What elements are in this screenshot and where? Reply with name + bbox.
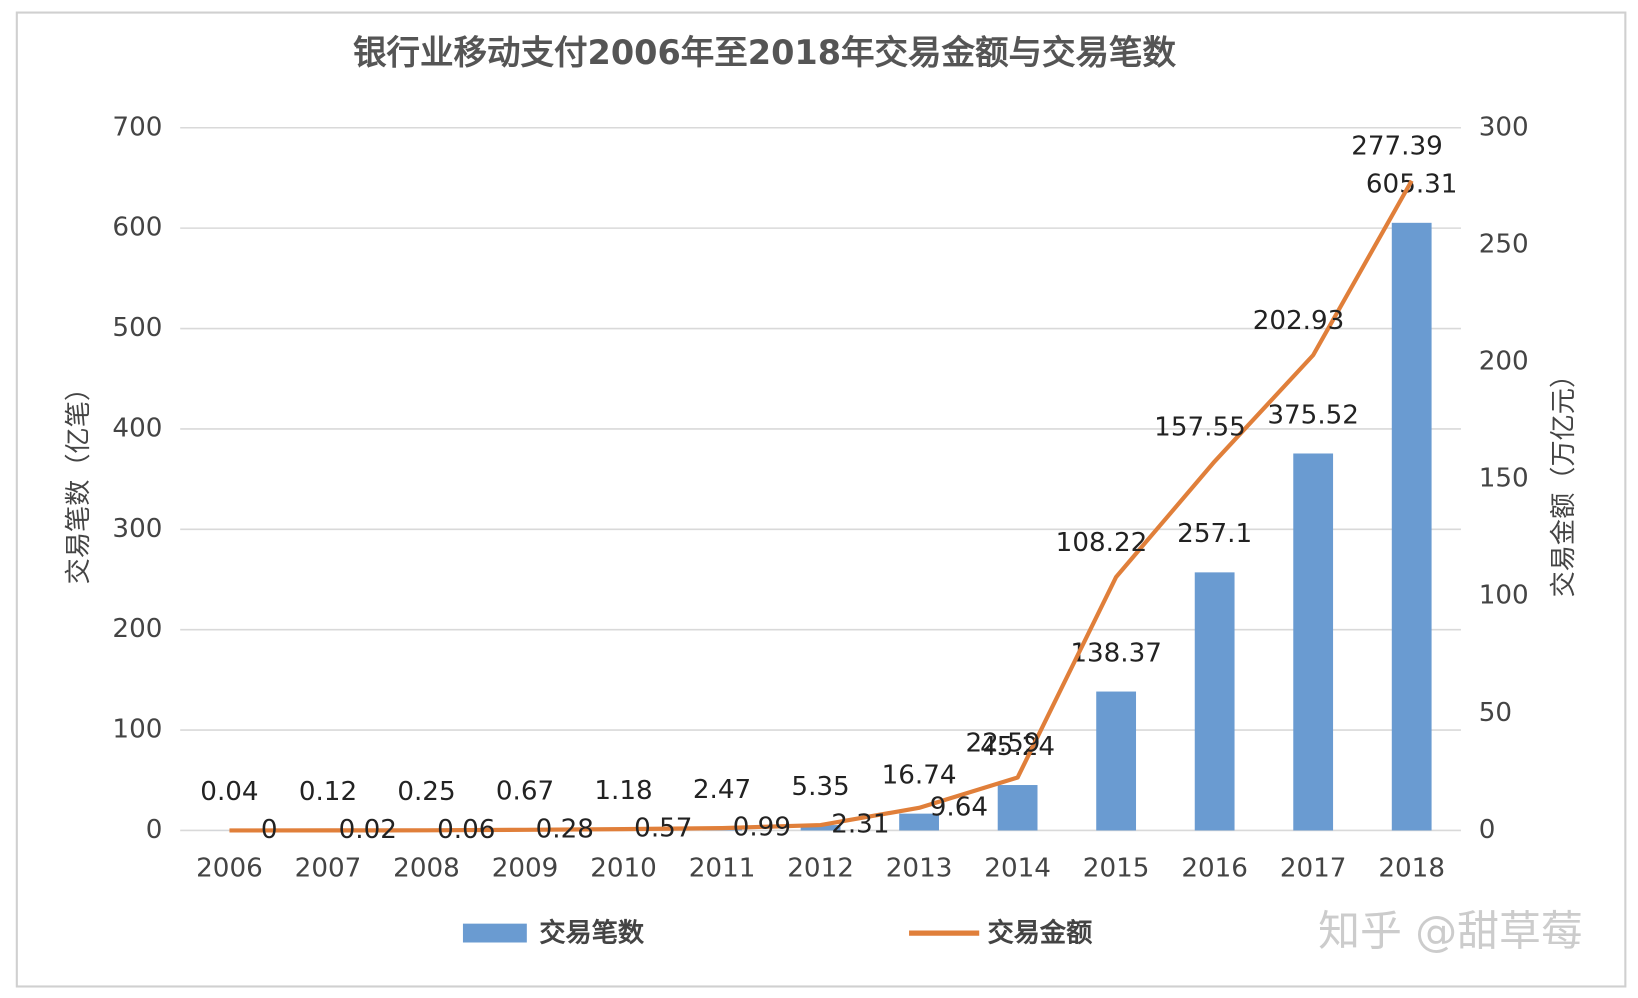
- x-tick-label: 2012: [787, 854, 854, 884]
- y2-tick-label: 250: [1479, 229, 1529, 259]
- bar: [1194, 572, 1235, 831]
- y2-tick-label: 0: [1479, 815, 1496, 845]
- line-value-label: 22.59: [965, 729, 1040, 759]
- y-axis-title: 交易笔数（亿笔）: [64, 375, 94, 584]
- bar-value-label: 0.04: [200, 777, 258, 807]
- watermark: 知乎 @甜草莓: [1318, 907, 1583, 956]
- bar-value-label: 16.74: [882, 760, 957, 790]
- y2-tick-label: 150: [1479, 464, 1529, 494]
- line-value-label: 0.02: [339, 815, 397, 845]
- x-tick-label: 2017: [1280, 854, 1347, 884]
- bar: [1391, 222, 1432, 831]
- line-value-label: 9.64: [930, 792, 988, 822]
- bar-value-label: 257.1: [1177, 519, 1252, 549]
- chart-title: 银行业移动支付2006年至2018年交易金额与交易笔数: [353, 33, 1176, 72]
- bar-value-label: 0.25: [397, 777, 455, 807]
- line-value-label: 2.31: [831, 810, 889, 840]
- bar: [899, 813, 939, 831]
- bar-value-label: 375.52: [1267, 400, 1359, 430]
- x-tick-label: 2013: [886, 854, 953, 884]
- y2-tick-label: 300: [1479, 112, 1529, 142]
- x-tick-label: 2008: [393, 854, 460, 884]
- y2-tick-label: 100: [1479, 581, 1529, 611]
- line-value-label: 0.99: [733, 813, 791, 843]
- bar-value-label: 2.47: [693, 775, 751, 805]
- line-value-label: 0: [261, 815, 278, 845]
- y-tick-label: 600: [112, 213, 162, 243]
- bar-value-label: 0.12: [299, 777, 357, 807]
- line-value-label: 0.57: [634, 814, 692, 844]
- x-tick-label: 2007: [295, 854, 362, 884]
- bar-value-label: 0.67: [496, 777, 554, 807]
- line-value-label: 0.06: [437, 815, 495, 845]
- bar-value-label: 45.24: [980, 732, 1055, 762]
- y-tick-label: 400: [112, 413, 162, 443]
- y-tick-label: 500: [112, 313, 162, 343]
- legend-swatch: [462, 923, 527, 943]
- bar: [1293, 453, 1334, 831]
- bar-value-label: 1.18: [594, 776, 652, 806]
- line-value-label: 277.39: [1351, 132, 1443, 162]
- line-value-label: 108.22: [1056, 528, 1148, 558]
- x-tick-label: 2010: [590, 854, 657, 884]
- y2-axis-title: 交易金额（万亿元）: [1549, 362, 1579, 598]
- y-tick-label: 300: [112, 514, 162, 544]
- y-tick-label: 0: [146, 815, 163, 845]
- x-tick-label: 2011: [689, 854, 756, 884]
- y-tick-label: 700: [112, 112, 162, 142]
- bar-value-label: 5.35: [791, 772, 849, 802]
- bar: [800, 825, 841, 831]
- x-tick-label: 2006: [196, 854, 263, 884]
- line-value-label: 0.28: [536, 814, 594, 844]
- line: [229, 179, 1414, 833]
- y2-tick-label: 200: [1479, 346, 1529, 376]
- x-tick-label: 2015: [1083, 854, 1150, 884]
- legend-label: 交易金额: [988, 918, 1094, 949]
- legend-label: 交易笔数: [539, 918, 645, 949]
- x-tick-label: 2016: [1181, 854, 1248, 884]
- x-tick-label: 2014: [984, 854, 1051, 884]
- bar: [1096, 691, 1137, 831]
- y2-tick-label: 50: [1479, 698, 1512, 728]
- y-tick-label: 200: [112, 614, 162, 644]
- line-value-label: 157.55: [1154, 412, 1246, 442]
- line-value-label: 202.93: [1253, 306, 1345, 336]
- y-tick-label: 100: [112, 715, 162, 745]
- x-tick-label: 2018: [1378, 854, 1445, 884]
- bar: [997, 785, 1038, 831]
- x-tick-label: 2009: [492, 854, 559, 884]
